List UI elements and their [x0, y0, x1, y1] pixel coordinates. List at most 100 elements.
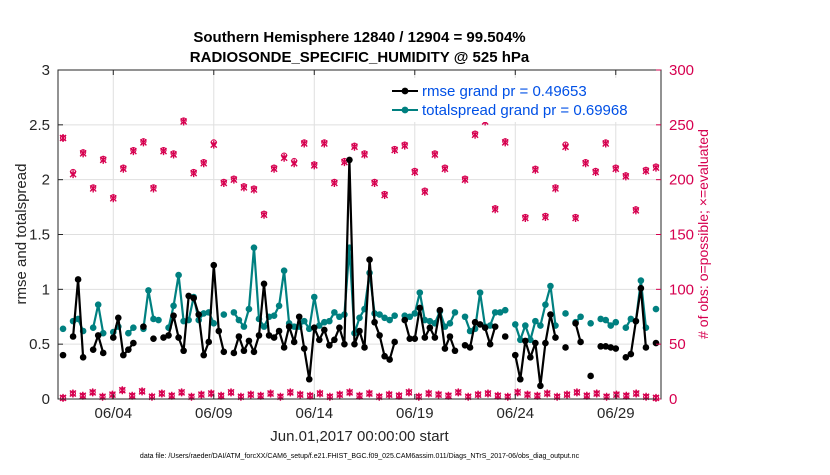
obs-evaluated-marker [320, 139, 328, 148]
rmse-marker [260, 280, 268, 288]
rmse-marker [527, 354, 534, 361]
spread-marker [145, 287, 152, 294]
rmse-marker [175, 334, 182, 341]
rmse-marker [235, 333, 243, 340]
rmse-marker [486, 340, 494, 348]
obs-evaluated-marker [501, 138, 509, 147]
legend: rmse grand pr = 0.49653 totalspread gran… [388, 78, 660, 122]
spread-marker [351, 329, 358, 337]
spread-marker [155, 316, 162, 324]
rmse-marker [441, 345, 449, 352]
rmse-marker [421, 334, 429, 341]
rmse-marker [356, 327, 363, 335]
obs-evaluated-marker [421, 187, 429, 196]
rmse-marker [627, 350, 635, 358]
spread-marker [607, 322, 615, 329]
rmse-marker [522, 337, 529, 345]
spread-marker [501, 306, 509, 314]
rmse-marker [436, 306, 444, 314]
rmse-marker [491, 323, 499, 330]
chart-subtitle: RADIOSONDE_SPECIFIC_HUMIDITY @ 525 hPa [190, 49, 530, 66]
spread-marker [89, 324, 97, 332]
rmse-marker [431, 334, 439, 341]
obs-evaluated-marker [59, 133, 67, 142]
rmse-marker [300, 345, 308, 352]
rmse-marker [290, 338, 298, 346]
rmse-marker [275, 327, 283, 335]
obs-evaluated-marker [336, 390, 344, 399]
obs-evaluated-marker [267, 389, 275, 398]
rmse-marker [461, 341, 469, 349]
rmse-marker [632, 317, 640, 325]
rmse-marker [316, 336, 323, 344]
rmse-marker [89, 346, 97, 353]
rmse-marker [115, 314, 122, 322]
obs-evaluated-marker [425, 389, 433, 398]
y-right-tick-label: 300 [669, 62, 694, 79]
legend-spread-label: totalspread grand pr = 0.69968 [422, 102, 628, 119]
obs-evaluated-marker [356, 391, 363, 400]
spread-marker [491, 309, 499, 316]
obs-evaluated-marker [108, 390, 116, 399]
spread-marker [235, 316, 243, 324]
obs-evaluated-marker [612, 164, 620, 173]
obs-evaluated-marker [632, 389, 640, 398]
obs-evaluated-marker [240, 183, 248, 192]
rmse-marker [537, 382, 544, 390]
spread-marker [466, 327, 474, 335]
rmse-marker [562, 344, 569, 351]
obs-evaluated-marker [296, 390, 304, 399]
legend-rmse-label: rmse grand pr = 0.49653 [422, 83, 587, 100]
obs-evaluated-marker [250, 185, 258, 194]
spread-marker [426, 317, 434, 325]
rmse-marker [195, 311, 202, 318]
obs-evaluated-marker [573, 388, 581, 397]
spread-marker [522, 322, 529, 329]
obs-evaluated-marker [541, 212, 549, 221]
rmse-marker [285, 323, 293, 330]
y-right-tick-label: 0 [669, 391, 677, 408]
chart-title: Southern Hemisphere 12840 / 12904 = 99.5… [193, 29, 525, 46]
rmse-marker [190, 294, 197, 302]
obs-evaluated-marker [160, 147, 168, 156]
obs-evaluated-marker [411, 167, 419, 176]
rmse-marker [160, 334, 167, 341]
obs-evaluated-marker [119, 164, 127, 173]
spread-marker [265, 313, 273, 321]
obs-evaluated-marker [230, 175, 238, 184]
rmse-marker [240, 347, 248, 355]
x-tick-label: 06/29 [597, 405, 635, 422]
rmse-marker [79, 354, 87, 361]
spread-marker [210, 320, 218, 327]
obs-evaluated-marker [533, 391, 541, 400]
obs-evaluated-marker [316, 389, 324, 398]
rmse-marker [406, 335, 414, 342]
rmse-marker [341, 340, 348, 348]
rmse-marker [215, 327, 223, 335]
rmse-marker [652, 339, 660, 347]
y-axis-label-right: # of obs: o=possible; ×=evaluated [695, 129, 711, 339]
obs-evaluated-marker [563, 390, 571, 399]
obs-evaluated-marker [652, 393, 660, 402]
spread-marker [125, 329, 132, 337]
x-tick-label: 06/04 [95, 405, 133, 422]
rmse-marker [326, 341, 333, 349]
rmse-marker [125, 346, 132, 353]
y-tick-label: 3 [42, 62, 50, 79]
obs-evaluated-marker [454, 388, 462, 397]
obs-evaluated-marker [431, 150, 439, 159]
spread-marker [381, 314, 388, 322]
spread-marker [316, 322, 323, 329]
rmse-marker [622, 354, 630, 361]
obs-evaluated-marker [583, 391, 591, 400]
spread-marker [461, 313, 469, 321]
rmse-marker [466, 344, 474, 351]
rmse-marker [265, 332, 273, 339]
obs-evaluated-marker [622, 391, 630, 400]
rmse-marker [416, 304, 424, 312]
spread-marker [431, 320, 439, 327]
rmse-marker [185, 292, 192, 300]
rmse-marker [205, 338, 213, 346]
y-right-tick-label: 200 [669, 172, 694, 189]
rmse-marker [120, 351, 127, 359]
